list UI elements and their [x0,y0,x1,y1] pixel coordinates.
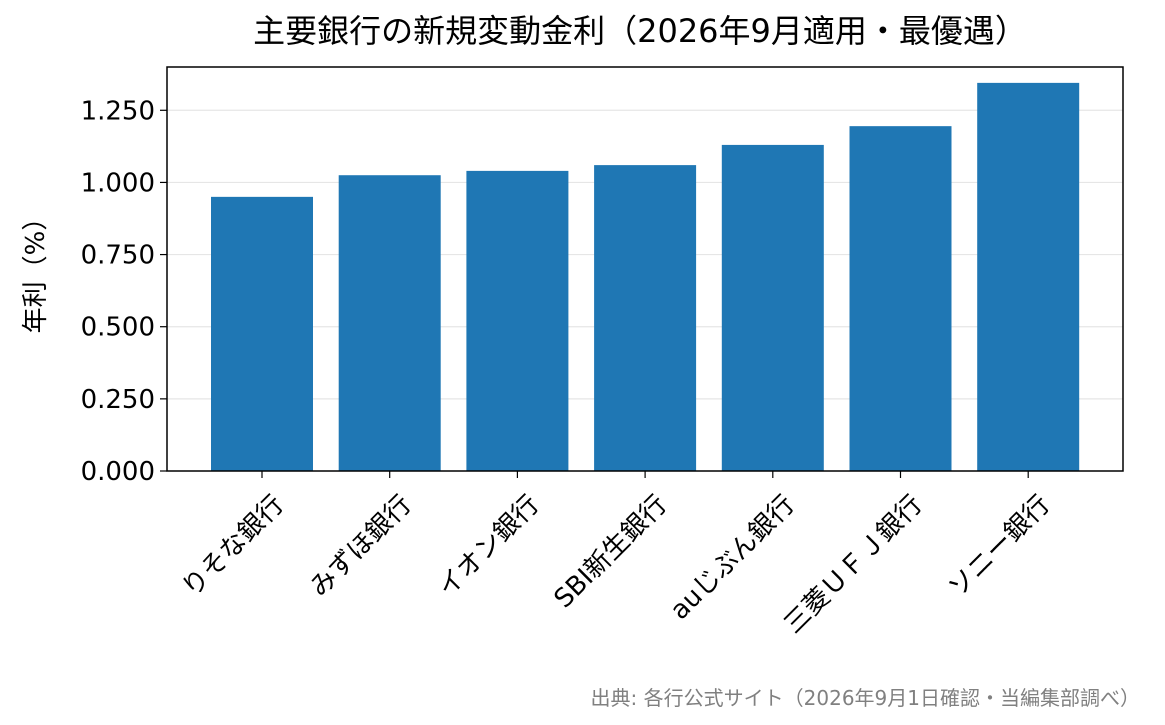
chart-title: 主要銀行の新規変動金利（2026年9月適用・最優遇） [253,12,1027,50]
bar [977,82,1080,471]
bar [594,165,697,471]
x-tick-label: ソニー銀行 [943,490,1056,603]
x-tick-label: SBI新生銀行 [549,490,673,614]
bars [211,82,1080,472]
bar [466,170,569,471]
bar [211,196,313,471]
bar [849,126,952,472]
x-tick-label: みずほ銀行 [305,490,418,603]
x-tick-label: auじぶん銀行 [665,490,801,626]
x-tick-label: イオン銀行 [432,490,545,603]
y-tick-label: 0.500 [81,313,155,343]
y-tick-label: 1.000 [81,168,155,198]
bar [721,144,824,471]
y-axis: 0.000 0.250 0.500 0.750 1.000 1.250 [81,96,167,487]
y-tick-label: 1.250 [81,96,155,126]
y-tick-label: 0.250 [81,385,155,415]
x-tick-label: 三菱ＵＦＪ銀行 [779,490,929,640]
y-tick-label: 0.000 [81,457,155,487]
y-axis-label: 年利（%） [21,205,51,334]
x-tick-label: りそな銀行 [177,490,290,603]
source-note: 出典: 各行公式サイト（2026年9月1日確認・当編集部調べ） [591,686,1140,710]
y-tick-label: 0.750 [81,241,155,271]
bar [338,175,441,471]
